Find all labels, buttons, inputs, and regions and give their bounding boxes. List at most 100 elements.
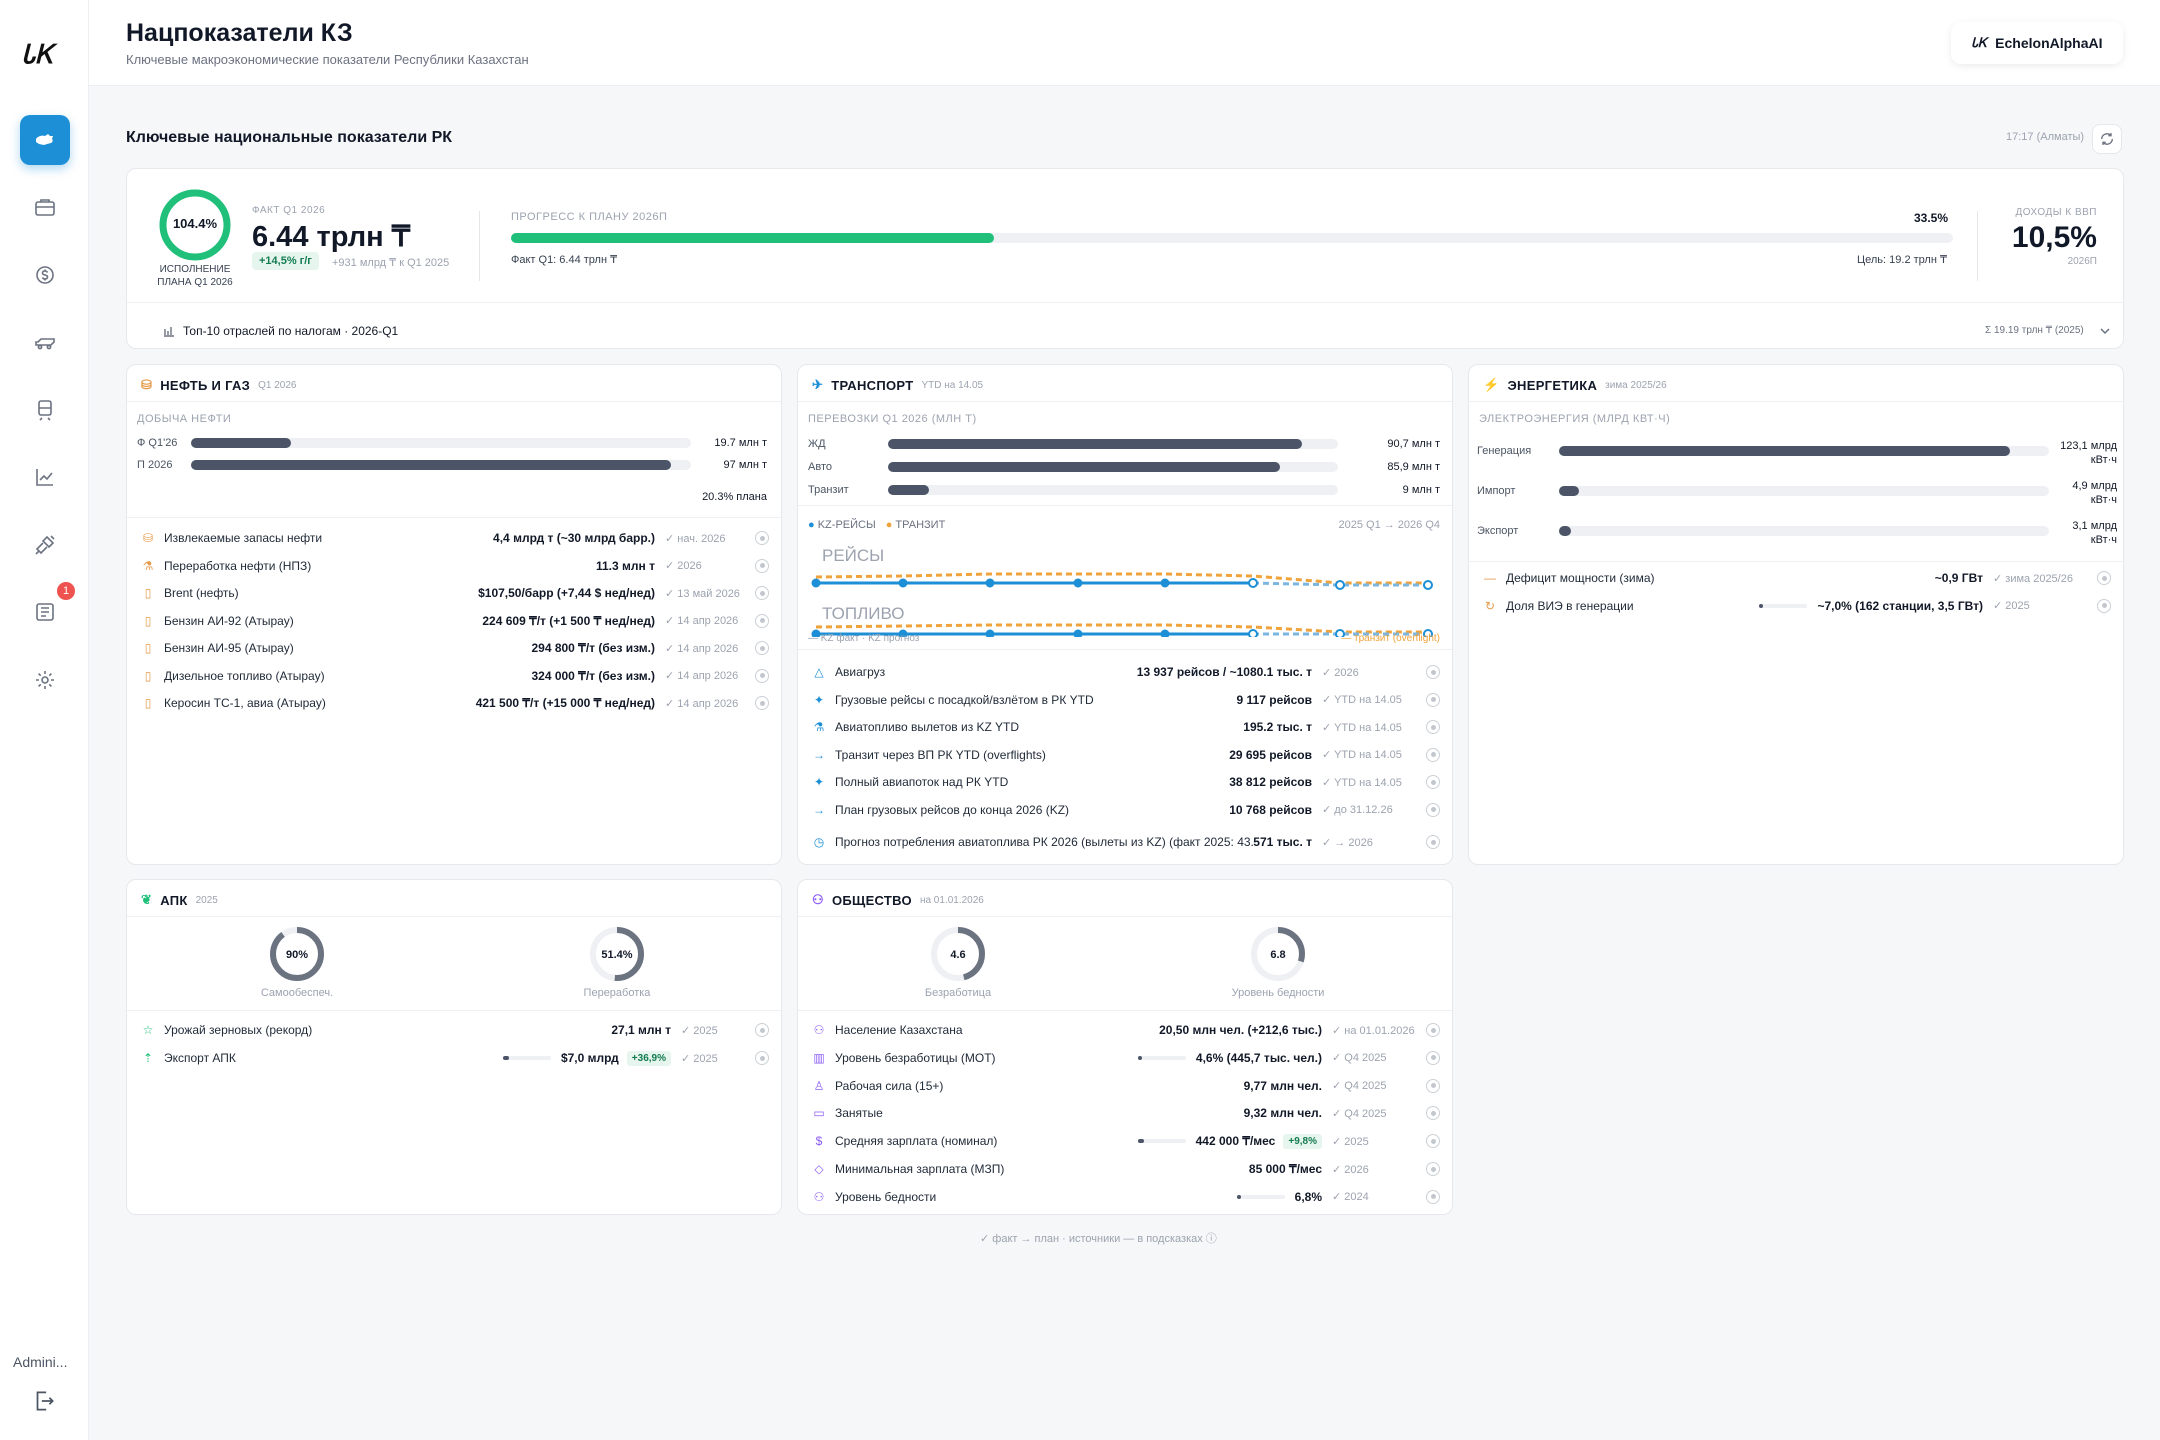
chevron-down-icon[interactable] [2099, 325, 2111, 337]
nav-national-indicators-icon[interactable] [20, 115, 70, 165]
info-icon[interactable] [1426, 802, 1440, 817]
nav-news-icon[interactable] [20, 587, 70, 637]
society-row-note: ✓ Q4 2025 [1332, 1052, 1387, 1065]
oil-row[interactable]: ⛁ Извлекаемые запасы нефти 4,4 млрд т (~… [141, 528, 769, 548]
info-icon[interactable] [755, 1051, 769, 1065]
info-icon[interactable] [1426, 1023, 1440, 1037]
info-icon[interactable] [1426, 720, 1440, 734]
oil-bar-fill [191, 438, 291, 448]
info-icon[interactable] [755, 1023, 769, 1037]
energy-row[interactable]: ↻ Доля ВИЭ в генерации ~7,0% (162 станци… [1483, 596, 2111, 616]
nav-analytics-icon[interactable] [20, 452, 70, 502]
energy-row-icon: — [1484, 571, 1496, 585]
nav-connector-icon[interactable] [20, 520, 70, 570]
info-icon[interactable] [1426, 1106, 1440, 1121]
society-row[interactable]: ⚇ Население Казахстана 20,50 млн чел. (+… [812, 1020, 1440, 1040]
income-gdp-label: ДОХОДЫ К ВВП [2015, 207, 2097, 218]
info-icon[interactable] [1426, 835, 1440, 849]
info-icon[interactable] [1426, 1162, 1440, 1176]
info-icon[interactable] [755, 586, 769, 600]
top10-toggle[interactable]: Топ-10 отраслей по налогам · 2026-Q1 [163, 324, 398, 338]
apk-donut: 51.4% [590, 927, 644, 981]
transport-row-value: 13 937 рейсов / ~1080.1 тыс. т [1136, 665, 1312, 679]
series-point [1160, 578, 1170, 588]
info-icon[interactable] [755, 668, 769, 683]
nav-briefcase-icon[interactable] [20, 182, 70, 232]
transport-row-value: 571 тыс. т [1253, 835, 1312, 849]
oil-row-note: ✓ 14 апр 2026 [665, 642, 739, 655]
society-row[interactable]: ⚇ Уровень бедности 6,8% ✓ 2024 [812, 1187, 1440, 1207]
refresh-button[interactable] [2092, 124, 2122, 154]
nav-settings-icon[interactable] [20, 655, 70, 705]
oil-row-note: ✓ 14 апр 2026 [665, 670, 739, 682]
society-donut-caption: Безработица [924, 987, 992, 999]
apk-row-label: Урожай зерновых (рекорд) [164, 1023, 313, 1037]
info-icon[interactable] [755, 531, 769, 545]
info-icon[interactable] [1426, 1189, 1440, 1204]
transport-row[interactable]: ✦ Полный авиапоток над РК YTD 38 812 рей… [812, 772, 1440, 792]
info-icon[interactable] [1426, 775, 1440, 789]
info-icon[interactable] [1426, 692, 1440, 707]
info-icon[interactable] [755, 558, 769, 573]
series-line [815, 623, 1428, 634]
oil-row-note: ✓ 2026 [665, 560, 702, 572]
info-icon[interactable] [1426, 1078, 1440, 1093]
info-icon[interactable] [2097, 571, 2111, 585]
society-row[interactable]: ◇ Минимальная зарплата (МЗП) 85 000 ₸/ме… [812, 1159, 1440, 1179]
transport-bar-fill [888, 485, 929, 495]
transport-row[interactable]: → Транзит через ВП РК YTD (overflights) … [812, 745, 1440, 765]
energy-card: ⚡ ЭНЕРГЕТИКА зима 2025/26 ЭЛЕКТРОЭНЕРГИЯ… [1468, 364, 2124, 865]
info-icon[interactable] [1426, 1134, 1440, 1149]
admin-user-label[interactable]: Admini... [13, 1354, 68, 1370]
society-row[interactable]: ▥ Уровень безработицы (МОТ) 4,6% (445,7 … [812, 1048, 1440, 1068]
divider [127, 517, 781, 518]
income-gdp-value: 10,5% [2011, 221, 2097, 254]
nav-rail-icon[interactable] [20, 385, 70, 435]
transport-row[interactable]: ⚗ Авиатопливо вылетов из KZ YTD 195.2 ты… [812, 717, 1440, 737]
apk-row-icon: ☆ [142, 1023, 154, 1037]
nav-transport-icon[interactable] [20, 317, 70, 367]
page-subtitle: Ключевые макроэкономические показатели Р… [126, 52, 529, 67]
apk-row[interactable]: ☆ Урожай зерновых (рекорд) 27,1 млн т ✓ … [141, 1020, 769, 1040]
transport-row[interactable]: ✦ Грузовые рейсы с посадкой/взлётом в РК… [812, 690, 1440, 710]
society-row[interactable]: ♙ Рабочая сила (15+) 9,77 млн чел. ✓ Q4 … [812, 1076, 1440, 1096]
oil-row-label: Brent (нефть) [164, 586, 239, 600]
oil-row[interactable]: ▯ Бензин АИ-92 (Атырау) 224 609 ₸/т (+1 … [141, 611, 769, 631]
brand-button[interactable]: ᏓᏦ EchelonAlphaAI [1951, 22, 2123, 64]
society-row-value: 9,32 млн чел. [1243, 1106, 1322, 1121]
society-row[interactable]: ▭ Занятые 9,32 млн чел. ✓ Q4 2025 [812, 1103, 1440, 1123]
info-icon[interactable] [1426, 747, 1440, 762]
transport-row[interactable]: → План грузовых рейсов до конца 2026 (KZ… [812, 800, 1440, 820]
divider [127, 401, 781, 402]
transport-row[interactable]: ◷ Прогноз потребления авиатоплива РК 202… [812, 832, 1440, 852]
oil-row-value: 421 500 ₸/т (+15 000 ₸ нед/нед) [475, 696, 655, 710]
series-forecast-line [1252, 581, 1428, 587]
transport-bar-fill [888, 462, 1280, 472]
oil-row[interactable]: ▯ Керосин ТС-1, авиа (Атырау) 421 500 ₸/… [141, 693, 769, 713]
logout-icon[interactable] [31, 1388, 57, 1414]
society-row-label: Занятые [835, 1106, 883, 1121]
energy-row-note: ✓ 2025 [1993, 600, 2030, 612]
apk-row[interactable]: ⇡ Экспорт АПК $7,0 млрд +36,9% ✓ 2025 [141, 1048, 769, 1068]
energy-bar-label: Импорт [1477, 485, 1516, 497]
info-icon[interactable] [755, 696, 769, 710]
oil-row[interactable]: ▯ Бензин АИ-95 (Атырау) 294 800 ₸/т (без… [141, 638, 769, 658]
society-row[interactable]: $ Средняя зарплата (номинал) 442 000 ₸/м… [812, 1131, 1440, 1151]
info-icon[interactable] [755, 613, 769, 628]
info-icon[interactable] [1426, 1050, 1440, 1065]
apk-row-icon: ⇡ [142, 1051, 154, 1065]
oil-row[interactable]: ▯ Дизельное топливо (Атырау) 324 000 ₸/т… [141, 666, 769, 686]
nav-finance-icon[interactable] [20, 250, 70, 300]
info-icon[interactable] [2097, 598, 2111, 613]
barrel-icon: ⛁ [141, 377, 153, 392]
info-icon[interactable] [1426, 665, 1440, 679]
oil-row[interactable]: ⚗ Переработка нефти (НПЗ) 11.3 млн т ✓ 2… [141, 556, 769, 576]
oil-row[interactable]: ▯ Brent (нефть) $107,50/барр (+7,44 $ не… [141, 583, 769, 603]
transport-row-label: Транзит через ВП РК YTD (overflights) [835, 747, 1046, 762]
society-row-value: 20,50 млн чел. (+212,6 тыс.) [1159, 1023, 1322, 1037]
info-icon[interactable] [755, 641, 769, 655]
energy-row[interactable]: — Дефицит мощности (зима) ~0,9 ГВт ✓ зим… [1483, 568, 2111, 588]
transport-row[interactable]: △ Авиагруз 13 937 рейсов / ~1080.1 тыс. … [812, 662, 1440, 682]
progress-label: ПРОГРЕСС К ПЛАНУ 2026П [511, 211, 668, 223]
app-logo[interactable]: ᏓᏦ [22, 40, 54, 70]
